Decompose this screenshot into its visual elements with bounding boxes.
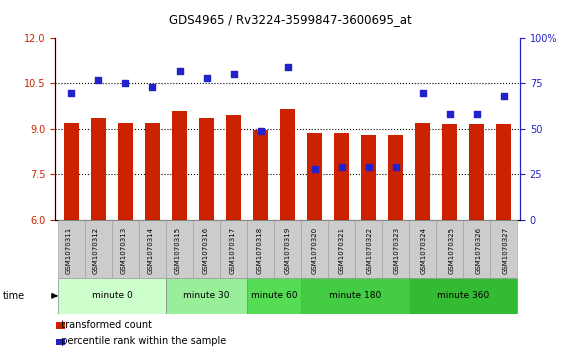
- Text: GSM1070312: GSM1070312: [93, 227, 99, 274]
- Point: [418, 90, 428, 95]
- Bar: [58, 278, 166, 314]
- Bar: [442, 124, 457, 220]
- Bar: [220, 220, 247, 278]
- Text: percentile rank within the sample: percentile rank within the sample: [55, 336, 227, 346]
- Bar: [307, 134, 322, 220]
- Text: GSM1070320: GSM1070320: [311, 227, 318, 274]
- Bar: [301, 278, 409, 314]
- Text: GSM1070323: GSM1070323: [394, 227, 400, 274]
- Point: [256, 128, 265, 134]
- Text: GSM1070325: GSM1070325: [449, 227, 454, 274]
- Point: [202, 75, 211, 81]
- Point: [94, 77, 103, 83]
- Point: [229, 72, 238, 77]
- Point: [445, 111, 454, 117]
- Text: minute 60: minute 60: [251, 291, 297, 300]
- Bar: [253, 130, 268, 220]
- Text: time: time: [3, 291, 25, 301]
- Bar: [226, 115, 241, 220]
- Text: GSM1070322: GSM1070322: [367, 227, 372, 274]
- Bar: [409, 220, 436, 278]
- Bar: [166, 278, 247, 314]
- Point: [472, 111, 482, 117]
- Text: GSM1070324: GSM1070324: [421, 227, 427, 274]
- Bar: [166, 220, 193, 278]
- Bar: [64, 123, 79, 220]
- Point: [337, 164, 346, 170]
- Point: [283, 64, 292, 70]
- Bar: [172, 111, 187, 220]
- Bar: [388, 135, 403, 220]
- Bar: [301, 220, 328, 278]
- Bar: [334, 134, 349, 220]
- Bar: [496, 124, 511, 220]
- Text: minute 0: minute 0: [92, 291, 132, 300]
- Bar: [145, 123, 160, 220]
- Text: minute 30: minute 30: [183, 291, 229, 300]
- Point: [121, 81, 130, 86]
- Bar: [490, 220, 517, 278]
- Text: GSM1070319: GSM1070319: [284, 227, 290, 274]
- Text: GSM1070326: GSM1070326: [476, 227, 482, 274]
- Text: GSM1070313: GSM1070313: [120, 227, 126, 274]
- Text: transformed count: transformed count: [55, 320, 152, 330]
- Bar: [469, 124, 484, 220]
- Point: [175, 68, 184, 74]
- Bar: [91, 118, 106, 220]
- Point: [364, 164, 374, 170]
- Text: GSM1070314: GSM1070314: [148, 227, 153, 274]
- Text: GDS4965 / Rv3224-3599847-3600695_at: GDS4965 / Rv3224-3599847-3600695_at: [169, 13, 412, 26]
- Bar: [85, 220, 112, 278]
- Point: [310, 166, 320, 172]
- Text: GSM1070327: GSM1070327: [503, 227, 509, 274]
- Bar: [139, 220, 166, 278]
- Point: [148, 84, 157, 90]
- Bar: [118, 123, 133, 220]
- Bar: [112, 220, 139, 278]
- Text: GSM1070318: GSM1070318: [257, 227, 263, 274]
- Text: minute 180: minute 180: [329, 291, 381, 300]
- Bar: [193, 220, 220, 278]
- Bar: [409, 278, 517, 314]
- Text: GSM1070321: GSM1070321: [339, 227, 345, 274]
- Bar: [361, 135, 376, 220]
- Point: [499, 93, 508, 99]
- Bar: [436, 220, 463, 278]
- Text: minute 360: minute 360: [437, 291, 489, 300]
- Text: GSM1070315: GSM1070315: [175, 227, 181, 274]
- Bar: [355, 220, 382, 278]
- Bar: [463, 220, 490, 278]
- Bar: [199, 118, 214, 220]
- Bar: [328, 220, 355, 278]
- Bar: [382, 220, 409, 278]
- Bar: [274, 220, 301, 278]
- Bar: [58, 220, 85, 278]
- Point: [391, 164, 400, 170]
- Text: GSM1070317: GSM1070317: [229, 227, 236, 274]
- Bar: [247, 220, 274, 278]
- Bar: [247, 278, 301, 314]
- Point: [67, 90, 76, 95]
- Bar: [280, 109, 295, 220]
- Bar: [415, 123, 430, 220]
- Text: GSM1070316: GSM1070316: [202, 227, 209, 274]
- Text: GSM1070311: GSM1070311: [66, 227, 71, 274]
